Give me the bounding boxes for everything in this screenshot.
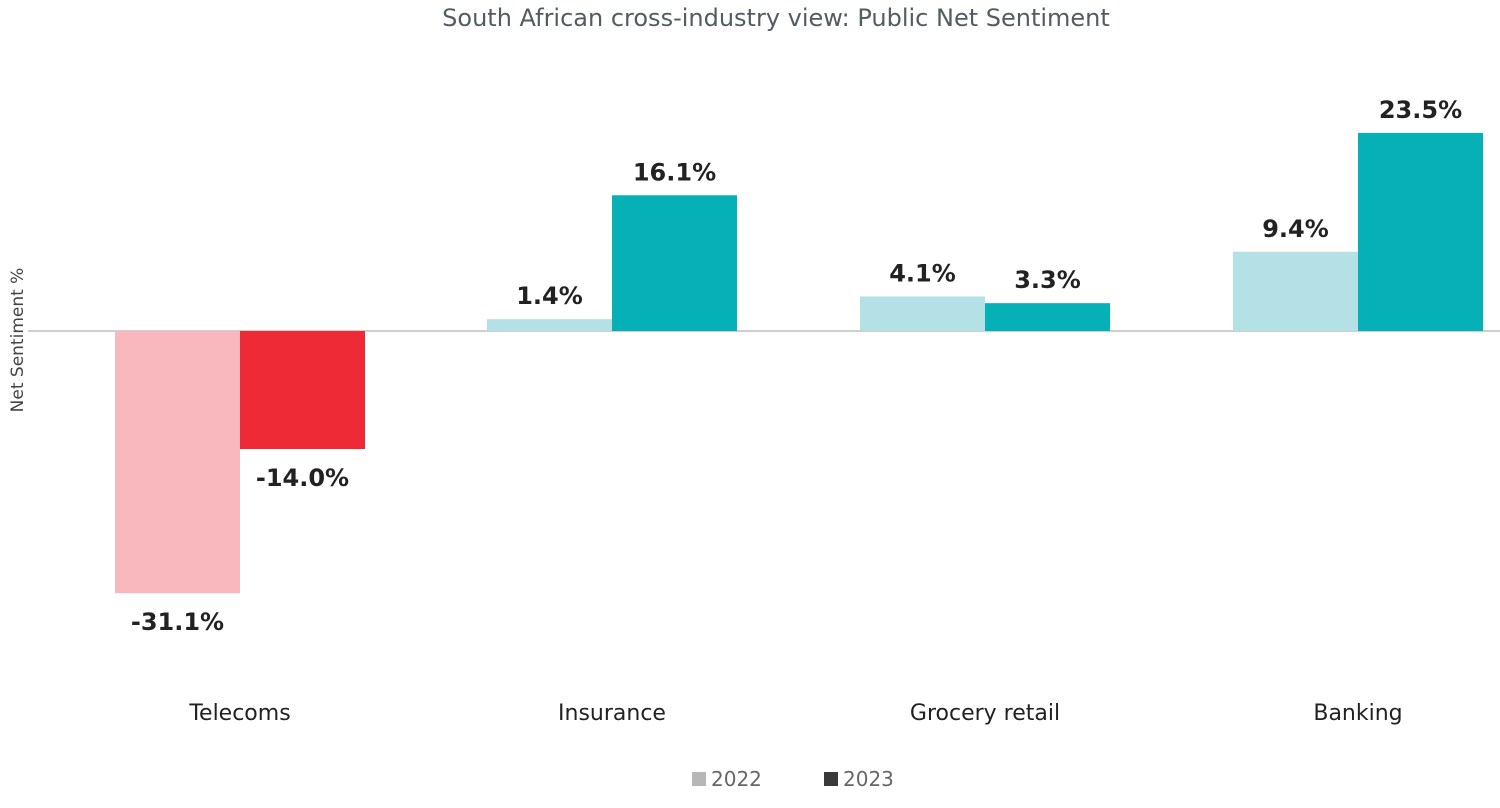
legend-label-2023[interactable]: 2023 bbox=[843, 767, 894, 791]
bars-layer bbox=[115, 132, 1483, 594]
category-axis: Telecoms Insurance Grocery retail Banking bbox=[188, 701, 1402, 726]
data-label-telecoms-2023: -14.0% bbox=[256, 464, 349, 492]
data-label-grocery-retail-2023: 3.3% bbox=[1014, 266, 1081, 294]
legend[interactable]: 2022 2023 bbox=[692, 767, 894, 791]
bar-insurance-2023 bbox=[612, 195, 737, 331]
bar-banking-2023 bbox=[1358, 132, 1483, 331]
bar-telecoms-2023 bbox=[240, 331, 365, 450]
y-axis-title: Net Sentiment % bbox=[8, 268, 28, 413]
category-label-telecoms: Telecoms bbox=[188, 701, 290, 726]
data-label-grocery-retail-2022: 4.1% bbox=[889, 259, 956, 287]
chart-title: South African cross-industry view: Publi… bbox=[442, 4, 1110, 32]
category-label-insurance: Insurance bbox=[558, 701, 666, 726]
legend-swatch-2022 bbox=[692, 772, 706, 786]
bar-insurance-2022 bbox=[487, 319, 612, 331]
data-label-banking-2022: 9.4% bbox=[1262, 215, 1329, 243]
data-label-telecoms-2022: -31.1% bbox=[131, 608, 224, 636]
legend-label-2022[interactable]: 2022 bbox=[711, 767, 762, 791]
category-label-grocery-retail: Grocery retail bbox=[910, 701, 1060, 726]
data-labels-layer: -31.1% -14.0% 1.4% 16.1% 4.1% 3.3% 9.4% 23.5% bbox=[131, 96, 1462, 636]
data-label-insurance-2022: 1.4% bbox=[516, 282, 583, 310]
bar-banking-2022 bbox=[1233, 251, 1358, 331]
bar-grocery-retail-2022 bbox=[860, 296, 985, 331]
bar-telecoms-2022 bbox=[115, 331, 240, 594]
data-label-banking-2023: 23.5% bbox=[1379, 96, 1462, 124]
bar-grocery-retail-2023 bbox=[985, 303, 1110, 331]
data-label-insurance-2023: 16.1% bbox=[633, 158, 716, 186]
legend-swatch-2023 bbox=[824, 772, 838, 786]
category-label-banking: Banking bbox=[1313, 701, 1402, 726]
